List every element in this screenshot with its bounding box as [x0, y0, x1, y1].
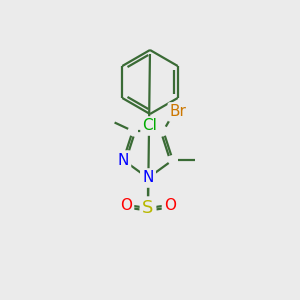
Text: Cl: Cl — [142, 118, 158, 134]
Text: N: N — [142, 170, 154, 185]
Text: O: O — [120, 197, 132, 212]
Text: N: N — [118, 152, 129, 167]
Text: Br: Br — [170, 104, 187, 119]
Text: S: S — [142, 199, 154, 217]
Text: O: O — [164, 197, 176, 212]
